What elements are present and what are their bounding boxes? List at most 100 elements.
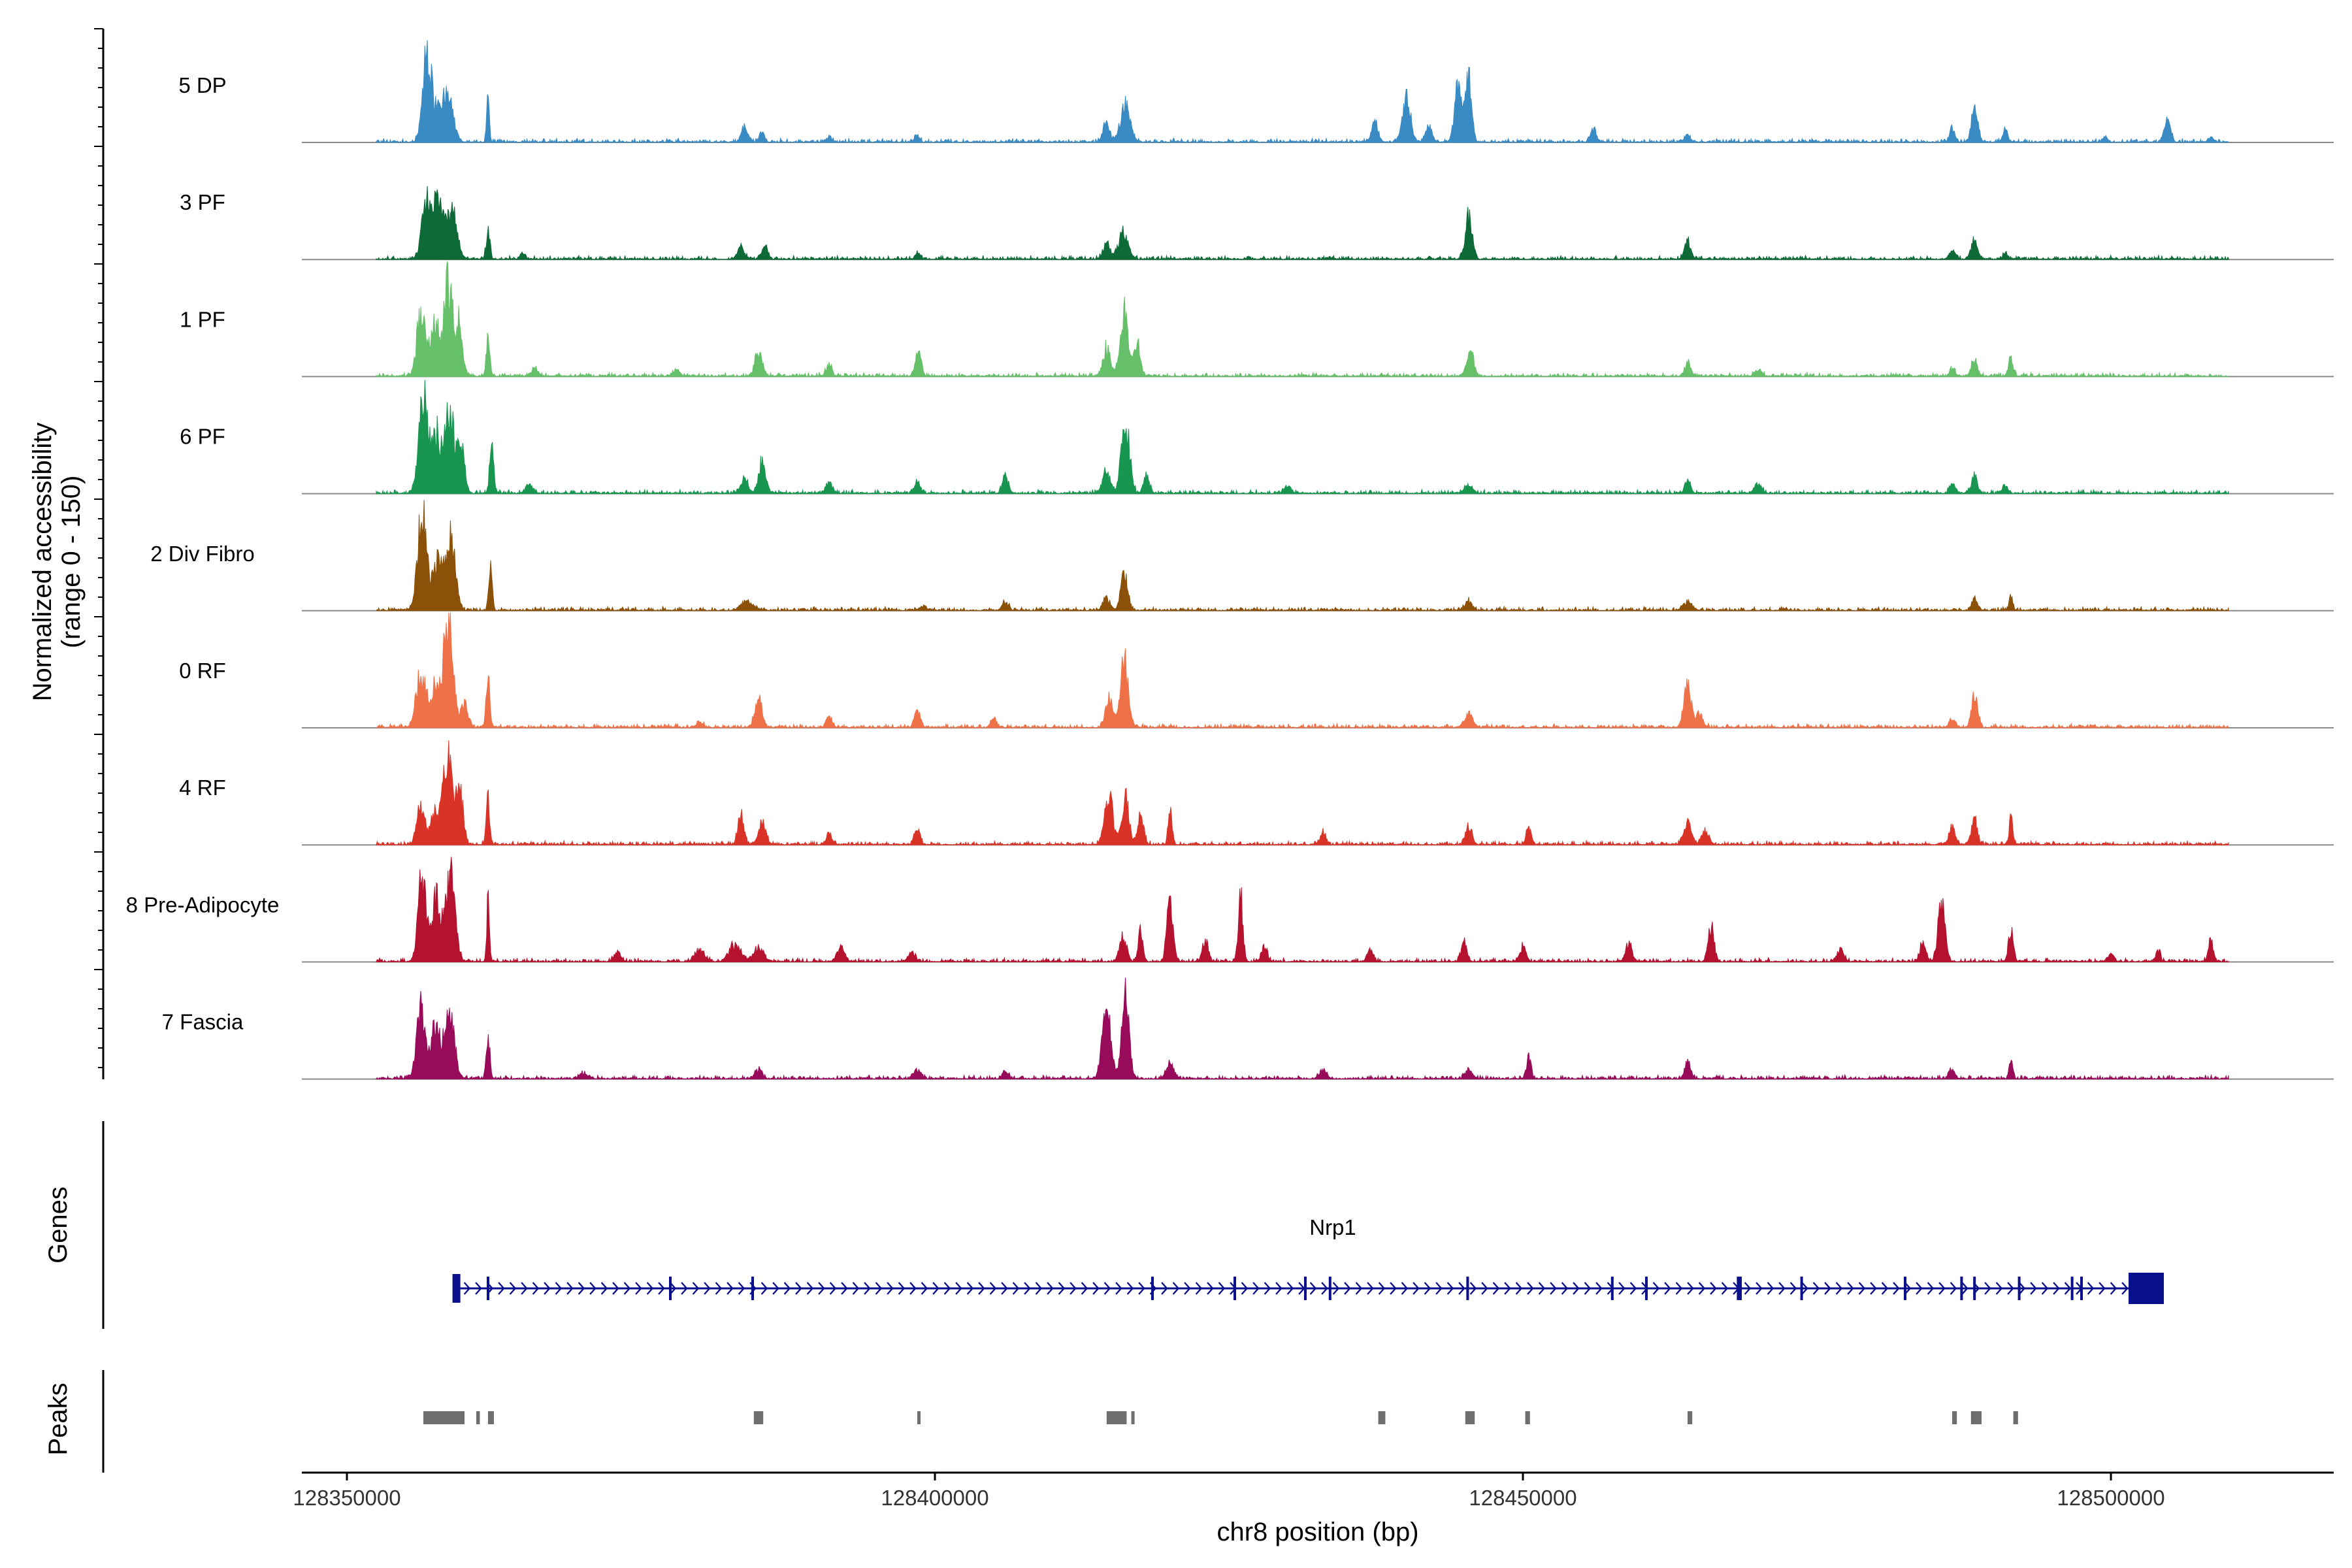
gene-direction-chevron [475, 1282, 482, 1295]
gene-direction-chevron [704, 1282, 711, 1295]
gene-exon [1645, 1277, 1648, 1300]
gene-direction-chevron [1413, 1282, 1420, 1295]
gene-direction-chevron [795, 1282, 802, 1295]
gene-direction-chevron [829, 1282, 837, 1295]
gene-direction-chevron [1995, 1282, 2003, 1295]
gene-direction-chevron [2053, 1282, 2060, 1295]
gene-direction-chevron [1424, 1282, 1431, 1295]
track-label: 7 Fascia [162, 1010, 244, 1034]
gene-exon [1800, 1277, 1803, 1300]
gene-direction-chevron [1481, 1282, 1488, 1295]
gene-start-exon [452, 1274, 461, 1303]
gene-direction-chevron [1652, 1282, 1660, 1295]
peak-region [1131, 1411, 1135, 1424]
gene-direction-chevron [1252, 1282, 1260, 1295]
gene-direction-chevron [1527, 1282, 1534, 1295]
gene-direction-chevron [1938, 1282, 1946, 1295]
gene-direction-chevron [2121, 1282, 2129, 1295]
gene-direction-chevron [1881, 1282, 1889, 1295]
track-3-pf: 3 PF [180, 186, 2334, 261]
gene-exon [2070, 1277, 2074, 1300]
x-tick-label: 128450000 [1469, 1486, 1576, 1510]
gene-direction-chevron [1344, 1282, 1351, 1295]
y-axis-title-line2: (range 0 - 150) [57, 476, 86, 649]
peak-region [476, 1411, 480, 1424]
coverage-area [376, 612, 2229, 729]
gene-direction-chevron [783, 1282, 791, 1295]
gene-direction-chevron [1469, 1282, 1477, 1295]
gene-direction-chevron [1321, 1282, 1328, 1295]
gene-exon [1151, 1277, 1154, 1300]
gene-direction-chevron [1184, 1282, 1191, 1295]
gene-direction-chevron [1264, 1282, 1271, 1295]
coverage-area [376, 500, 2229, 612]
track-label: 0 RF [179, 659, 226, 683]
gene-direction-chevron [612, 1282, 619, 1295]
gene-direction-chevron [1115, 1282, 1122, 1295]
gene-direction-chevron [1824, 1282, 1831, 1295]
gene-name-label: Nrp1 [1309, 1215, 1356, 1239]
y-axis-title-line1: Normalized accessibility [28, 423, 57, 702]
gene-direction-chevron [1047, 1282, 1054, 1295]
gene-direction-chevron [1870, 1282, 1877, 1295]
gene-direction-chevron [600, 1282, 608, 1295]
gene-direction-chevron [818, 1282, 825, 1295]
gene-direction-chevron [1835, 1282, 1843, 1295]
gene-direction-chevron [692, 1282, 700, 1295]
gene-direction-chevron [1332, 1282, 1340, 1295]
coverage-area [376, 186, 2229, 261]
gene-direction-chevron [1492, 1282, 1500, 1295]
track-0-rf: 0 RF [179, 612, 2334, 729]
track-label: 1 PF [180, 307, 225, 331]
gene-direction-chevron [1858, 1282, 1866, 1295]
gene-direction-chevron [887, 1282, 894, 1295]
gene-direction-chevron [1058, 1282, 1066, 1295]
gene-direction-chevron [1710, 1282, 1717, 1295]
coverage-tracks: 5 DP 3 PF 1 PF 6 PF 2 Div Fibro 0 RF 4 RF 8 Pre… [126, 40, 2334, 1081]
track-7-fascia: 7 Fascia [162, 977, 2334, 1081]
gene-direction-chevron [966, 1282, 974, 1295]
gene-direction-chevron [1916, 1282, 1923, 1295]
gene-exon [1737, 1277, 1740, 1300]
peak-region [2013, 1411, 2018, 1424]
gene-direction-chevron [2030, 1282, 2037, 1295]
track-label: 2 Div Fibro [150, 542, 255, 566]
gene-end-exon [2129, 1273, 2164, 1304]
gene-direction-chevron [1698, 1282, 1706, 1295]
gene-direction-chevron [1767, 1282, 1774, 1295]
peak-region [423, 1411, 465, 1424]
gene-direction-chevron [1847, 1282, 1854, 1295]
peak-region [488, 1411, 494, 1424]
gene-direction-chevron [1721, 1282, 1729, 1295]
x-tick-label: 128500000 [2057, 1486, 2164, 1510]
gene-exon [1304, 1277, 1307, 1300]
gene-direction-chevron [1195, 1282, 1203, 1295]
gene-direction-chevron [1744, 1282, 1752, 1295]
gene-direction-chevron [1893, 1282, 1900, 1295]
peak-region [1688, 1411, 1693, 1424]
gene-direction-chevron [955, 1282, 962, 1295]
gene-exon [1466, 1277, 1469, 1300]
gene-direction-chevron [772, 1282, 779, 1295]
gene-exon [669, 1277, 672, 1300]
coverage-area [376, 740, 2229, 847]
coverage-area [376, 260, 2229, 378]
coverage-area [376, 857, 2229, 964]
gene-direction-chevron [1515, 1282, 1523, 1295]
gene-direction-chevron [623, 1282, 631, 1295]
gene-direction-chevron [509, 1282, 517, 1295]
gene-direction-chevron [1812, 1282, 1820, 1295]
gene-direction-chevron [544, 1282, 551, 1295]
gene-direction-chevron [1241, 1282, 1249, 1295]
gene-direction-chevron [1035, 1282, 1043, 1295]
track-6-pf: 6 PF [180, 380, 2334, 495]
gene-direction-chevron [521, 1282, 528, 1295]
gene-direction-chevron [646, 1282, 654, 1295]
peak-region [1952, 1411, 1957, 1424]
peak-region [753, 1411, 764, 1424]
gene-direction-chevron [898, 1282, 906, 1295]
gene-direction-chevron [1550, 1282, 1557, 1295]
gene-direction-chevron [2041, 1282, 2049, 1295]
gene-exon [1233, 1277, 1236, 1300]
